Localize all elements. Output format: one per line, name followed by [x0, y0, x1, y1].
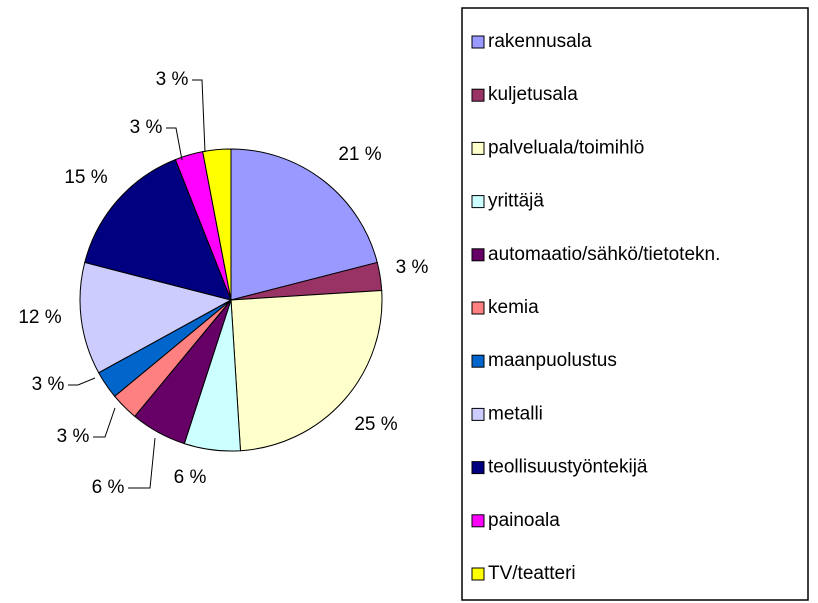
leader-line — [93, 407, 116, 438]
data-label: 3 % — [396, 257, 429, 278]
legend-swatch — [471, 407, 485, 421]
legend-swatch — [471, 514, 485, 528]
data-label: 3 % — [57, 426, 90, 447]
legend-label: palveluala/toimihlö — [488, 137, 644, 158]
leader-line — [192, 79, 206, 153]
legend-label: maanpuolustus — [488, 350, 617, 371]
legend-label: kemia — [488, 297, 539, 318]
legend-label: metalli — [488, 403, 543, 424]
legend-swatch — [471, 35, 485, 49]
legend-swatch — [471, 567, 485, 581]
pie-slice — [230, 148, 378, 301]
legend-box — [461, 7, 809, 601]
legend-label: rakennusala — [488, 31, 592, 52]
data-label: 3 % — [156, 69, 189, 90]
pie-slice — [202, 148, 232, 301]
leader-line — [166, 127, 183, 161]
data-label: 21 % — [338, 144, 381, 165]
pie-slice — [79, 261, 233, 374]
legend-label: painoala — [488, 510, 560, 531]
leader-line — [68, 377, 96, 386]
legend-swatch — [471, 195, 485, 209]
legend-swatch — [471, 88, 485, 102]
leader-line — [128, 437, 156, 489]
data-label: 12 % — [18, 307, 61, 328]
data-label: 6 % — [174, 467, 207, 488]
data-label: 15 % — [64, 167, 107, 188]
legend-label: kuljetusala — [488, 84, 578, 105]
legend-swatch — [471, 354, 485, 368]
pie-slice — [230, 289, 383, 452]
legend-swatch — [471, 248, 485, 262]
data-label: 6 % — [92, 477, 125, 498]
legend-swatch — [471, 461, 485, 475]
legend-swatch — [471, 301, 485, 315]
legend-swatch — [471, 141, 485, 155]
legend-label: automaatio/sähkö/tietotekn. — [488, 244, 720, 265]
data-label: 3 % — [32, 374, 65, 395]
data-label: 3 % — [130, 117, 163, 138]
pie-slice — [84, 158, 232, 301]
data-label: 25 % — [354, 414, 397, 435]
legend-label: teollisuustyöntekijä — [488, 457, 648, 478]
legend-label: TV/teatteri — [488, 563, 576, 584]
legend-label: yrittäjä — [488, 191, 544, 212]
